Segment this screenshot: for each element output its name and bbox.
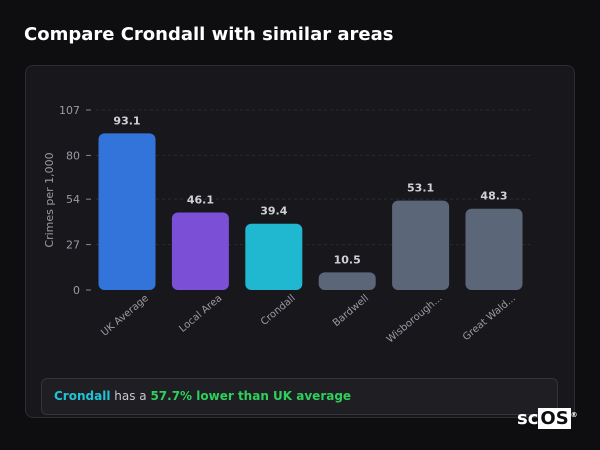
summary-banner: Crondall has a 57.7% lower than UK avera… bbox=[41, 378, 558, 415]
bar bbox=[245, 223, 303, 290]
summary-text: has a bbox=[110, 389, 151, 403]
bar bbox=[171, 212, 229, 290]
bar-value-label: 46.1 bbox=[187, 193, 214, 206]
bar bbox=[98, 133, 156, 290]
x-tick-label: Crondall bbox=[259, 293, 298, 328]
y-tick-label: 107 bbox=[59, 104, 80, 117]
x-tick-label: Wisborough... bbox=[385, 293, 445, 346]
scos-logo: sc OS ® bbox=[517, 408, 578, 429]
summary-place: Crondall bbox=[54, 389, 111, 403]
x-tick-label: Bardwell bbox=[331, 293, 371, 329]
bar-value-label: 48.3 bbox=[480, 190, 507, 203]
bar bbox=[318, 272, 376, 290]
y-tick-label: 80 bbox=[66, 149, 80, 162]
x-tick-label: Local Area bbox=[177, 293, 224, 335]
x-tick-label: UK Average bbox=[99, 293, 151, 339]
bar bbox=[465, 208, 523, 290]
bar-value-label: 10.5 bbox=[334, 253, 361, 266]
y-tick-label: 27 bbox=[66, 239, 80, 252]
bar-value-label: 53.1 bbox=[407, 182, 434, 195]
summary-highlight: 57.7% lower than UK average bbox=[150, 389, 352, 403]
y-tick-label: 54 bbox=[66, 193, 80, 206]
bar-value-label: 39.4 bbox=[260, 205, 287, 218]
bar bbox=[392, 200, 450, 290]
page-title: Compare Crondall with similar areas bbox=[24, 24, 394, 45]
y-tick-label: 0 bbox=[73, 284, 80, 297]
y-axis-label: Crimes per 1,000 bbox=[43, 152, 56, 247]
bar-value-label: 93.1 bbox=[113, 114, 140, 127]
x-tick-label: Great Wald... bbox=[461, 293, 518, 343]
